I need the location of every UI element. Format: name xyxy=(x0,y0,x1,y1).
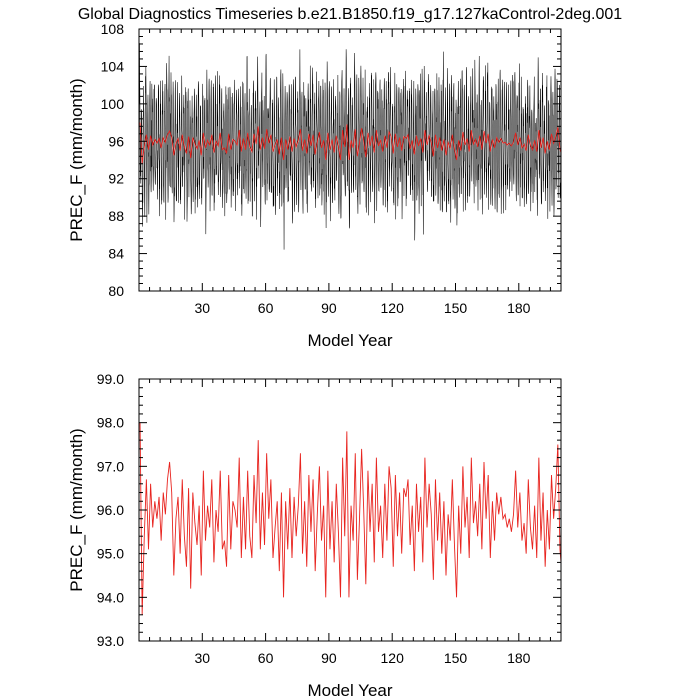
y-tick-label: 95.0 xyxy=(97,546,124,562)
y-tick-label: 100 xyxy=(101,96,125,112)
y-tick-label: 97.0 xyxy=(97,458,124,474)
x-tick-label: 60 xyxy=(258,650,274,666)
x-tick-label: 150 xyxy=(444,300,468,316)
x-tick-label: 120 xyxy=(381,650,405,666)
x-axis-label: Model Year xyxy=(307,681,392,700)
y-tick-label: 93.0 xyxy=(97,633,124,649)
y-tick-label: 94.0 xyxy=(97,589,124,605)
y-tick-label: 98.0 xyxy=(97,415,124,431)
chart-panel-1: 30 60 90 120 150 180 80 84 88 92 96 100 104 108 Model … xyxy=(67,21,562,350)
chart-panel-2: 30 60 90 120 150 180 93.0 94.0 95.0 96.0 97.0 98.0 9… xyxy=(67,371,562,700)
x-tick-label: 60 xyxy=(258,300,274,316)
y-tick-label: 96 xyxy=(108,133,124,149)
series-line-monthly xyxy=(139,43,561,250)
x-tick-label: 120 xyxy=(381,300,405,316)
y-axis-label: PREC_F (mm/month) xyxy=(67,428,86,591)
figure-title: Global Diagnostics Timeseries b.e21.B185… xyxy=(78,6,622,23)
y-tick-label: 92 xyxy=(108,171,124,187)
y-tick-label: 88 xyxy=(108,208,124,224)
y-tick-label: 104 xyxy=(101,58,125,74)
y-tick-label: 108 xyxy=(101,21,125,37)
x-tick-label: 30 xyxy=(195,300,211,316)
x-tick-label: 150 xyxy=(444,650,468,666)
series-line-annual xyxy=(139,422,561,615)
y-tick-label: 99.0 xyxy=(97,371,124,387)
x-tick-label: 30 xyxy=(195,650,211,666)
x-axis-label: Model Year xyxy=(307,331,392,350)
x-tick-label: 180 xyxy=(507,650,531,666)
y-axis-label: PREC_F (mm/month) xyxy=(67,78,86,241)
series-line-annual xyxy=(139,122,561,164)
x-tick-label: 180 xyxy=(507,300,531,316)
y-tick-label: 80 xyxy=(108,283,124,299)
x-tick-label: 90 xyxy=(321,300,337,316)
x-tick-label: 90 xyxy=(321,650,337,666)
y-tick-label: 84 xyxy=(108,246,124,262)
y-tick-label: 96.0 xyxy=(97,502,124,518)
